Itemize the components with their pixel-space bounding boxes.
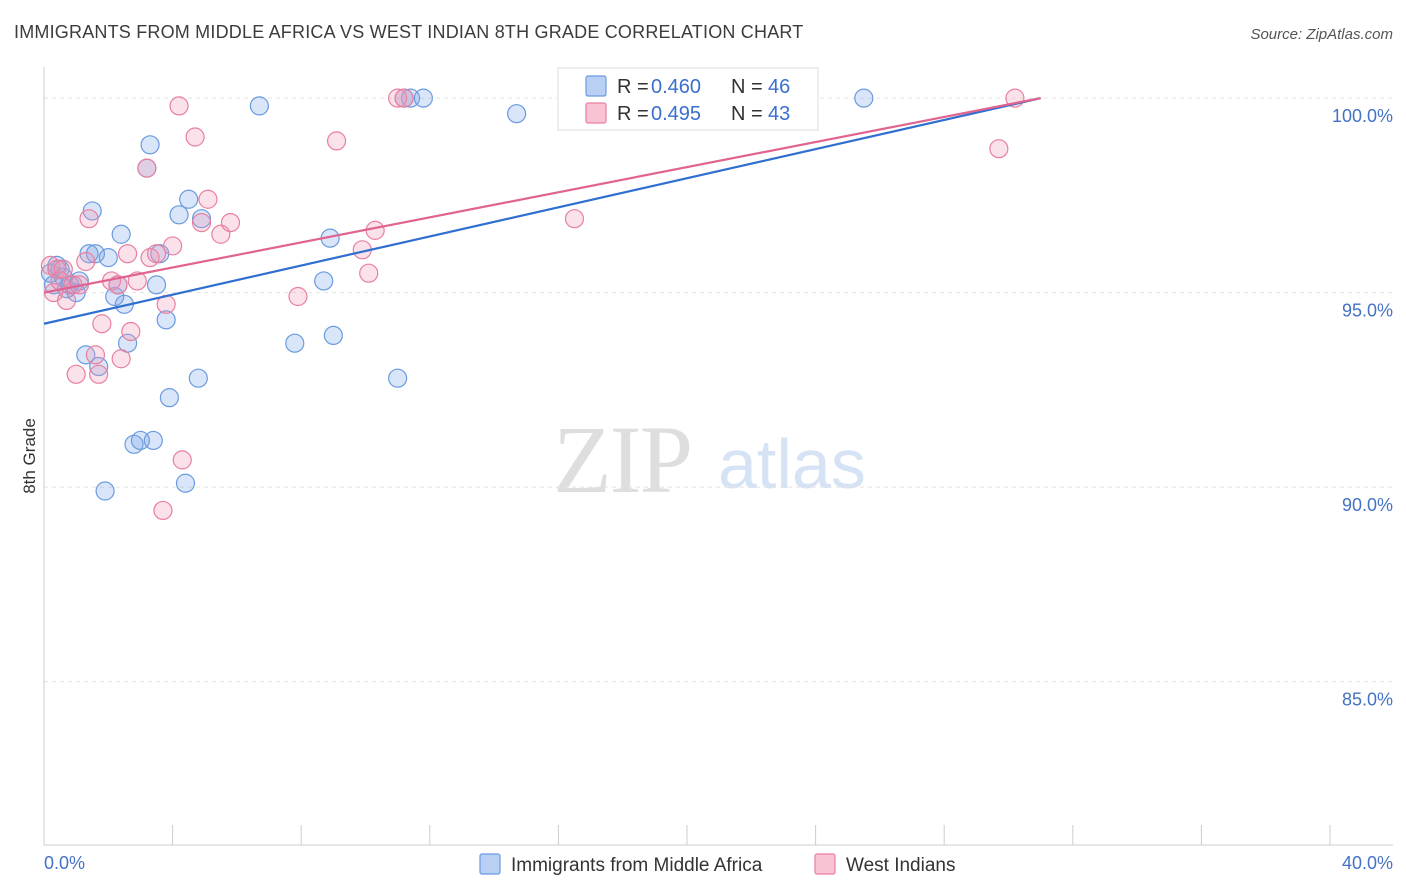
series-legend-label-west-indians: West Indians [846,855,955,876]
point-middle-africa-38 [323,325,343,346]
point-middle-africa-24 [143,430,163,451]
legend-n-label-middle-africa: N = [731,76,763,98]
legend-swatch-middle-africa [585,75,607,97]
point-west-indians-23 [153,500,173,521]
point-west-indians-9 [76,251,96,272]
point-middle-africa-31 [179,189,199,209]
point-west-indians-19 [127,271,147,291]
point-west-indians-16 [111,349,131,369]
point-west-indians-28 [185,127,205,147]
gridlines [44,97,1393,683]
point-west-indians-34 [326,131,347,151]
y-tick-labels: 85.0% 90.0% 95.0% 100.0% [1332,106,1393,710]
correlation-legend: R = 0.460 N = 46 R = 0.495 N = 43 [557,67,819,131]
point-west-indians-40 [564,209,585,229]
point-middle-africa-17 [111,224,131,244]
trend-line-middle-africa [43,97,1041,325]
y-tick-label-100: 100.0% [1332,106,1393,126]
point-west-indians-13 [92,314,112,334]
point-middle-africa-10 [82,201,102,221]
legend-n-value-middle-africa: 46 [768,76,790,98]
point-west-indians-33 [288,286,308,307]
point-middle-africa-32 [188,368,208,388]
point-west-indians-18 [121,321,141,342]
legend-n-value-west-indians: 43 [768,103,790,125]
watermark-zip: ZIP [553,406,691,513]
point-middle-africa-43 [507,104,527,124]
y-tick-label-95: 95.0% [1342,301,1393,321]
point-west-indians-7 [66,364,86,384]
point-west-indians-38 [388,88,408,108]
point-middle-africa-11 [85,244,106,264]
point-middle-africa-8 [76,345,96,365]
point-west-indians-12 [89,364,109,384]
point-middle-africa-27 [156,310,176,330]
point-middle-africa-28 [159,388,179,408]
point-middle-africa-12 [89,356,109,377]
x-tick-label-max: 40.0% [1342,853,1393,873]
legend-r-label-west-indians: R = [617,103,649,125]
point-west-indians-27 [172,450,192,470]
point-west-indians-32 [220,213,241,233]
point-middle-africa-14 [98,248,118,268]
point-west-indians-2 [47,259,67,279]
point-middle-africa-25 [146,275,167,295]
series-legend: Immigrants from Middle Africa West India… [479,853,955,876]
legend-r-value-west-indians: 0.495 [651,103,701,125]
legend-r-value-middle-africa: 0.460 [651,76,701,98]
point-middle-africa-34 [249,96,270,116]
point-west-indians-36 [359,263,379,283]
point-middle-africa-15 [105,286,125,307]
x-ticks [172,825,1331,845]
chart-title: IMMIGRANTS FROM MIDDLE AFRICA VS WEST IN… [14,22,803,42]
point-west-indians-41 [989,139,1009,159]
point-west-indians-11 [85,345,106,365]
y-tick-label-90: 90.0% [1342,495,1393,515]
point-middle-africa-42 [413,88,433,108]
point-west-indians-39 [394,88,414,108]
point-west-indians-10 [79,209,99,229]
point-middle-africa-36 [314,271,334,291]
point-west-indians-20 [137,158,157,178]
point-west-indians-15 [108,275,128,295]
point-middle-africa-23 [140,135,160,155]
point-west-indians-17 [117,244,138,264]
y-tick-label-85: 85.0% [1342,690,1393,710]
point-west-indians-4 [53,259,73,279]
point-west-indians-29 [191,213,212,233]
x-tick-label-min: 0.0% [44,853,85,873]
point-west-indians-26 [169,96,189,116]
series-legend-swatch-middle-africa [479,853,501,875]
point-west-indians-30 [198,189,218,209]
scatter-points [40,88,1025,521]
axes [43,67,1393,846]
point-west-indians-22 [146,244,167,264]
point-middle-africa-44 [854,88,874,108]
point-middle-africa-30 [175,473,196,493]
point-middle-africa-13 [95,481,115,501]
legend-n-label-west-indians: N = [731,103,763,125]
chart-source: Source: ZipAtlas.com [1250,26,1393,43]
legend-r-label-middle-africa: R = [617,76,649,98]
trend-line-west-indians [43,97,1041,294]
point-west-indians-37 [365,220,385,240]
point-middle-africa-35 [285,333,305,353]
legend-swatch-west-indians [585,102,607,124]
series-legend-label-middle-africa: Immigrants from Middle Africa [511,855,763,876]
point-west-indians-25 [163,236,183,256]
y-axis-label: 8th Grade [20,418,39,494]
series-legend-swatch-west-indians [814,853,836,875]
point-middle-africa-29 [169,205,189,225]
point-middle-africa-9 [79,244,99,264]
point-middle-africa-39 [388,368,408,388]
watermark-atlas: atlas [718,425,866,503]
trend-lines [43,97,1041,325]
